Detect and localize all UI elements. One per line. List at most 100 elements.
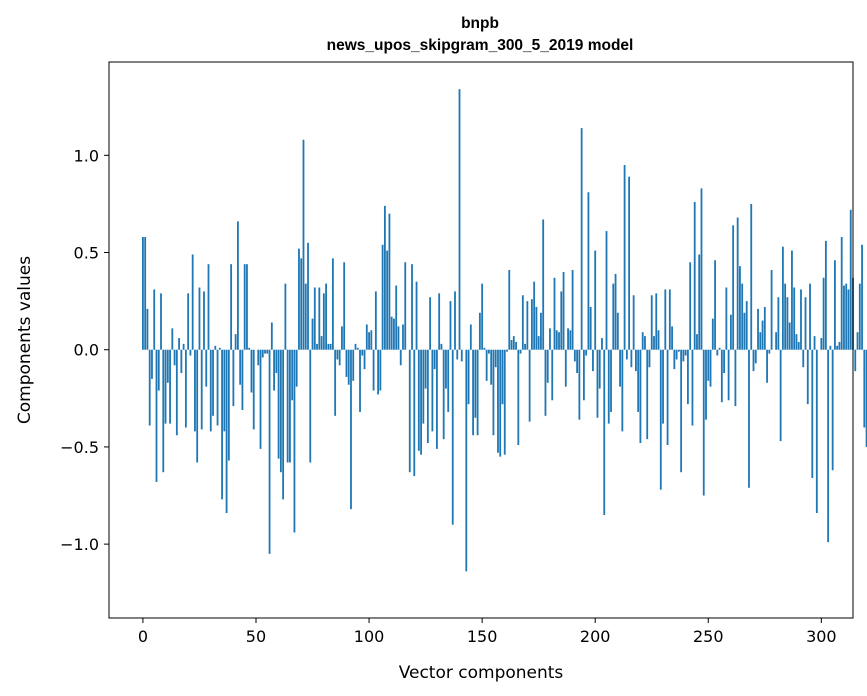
bar bbox=[578, 349, 581, 420]
bar bbox=[576, 349, 579, 374]
bar bbox=[223, 349, 226, 432]
bar bbox=[535, 306, 538, 350]
bar bbox=[497, 349, 499, 453]
bar bbox=[433, 349, 436, 370]
bar bbox=[601, 338, 603, 350]
bar bbox=[741, 283, 744, 350]
bar bbox=[218, 347, 221, 350]
bar bbox=[270, 322, 273, 350]
bar bbox=[490, 349, 493, 385]
bar bbox=[616, 312, 619, 350]
bar bbox=[745, 301, 748, 350]
bar bbox=[501, 349, 504, 405]
bar bbox=[336, 349, 339, 360]
bar bbox=[524, 343, 526, 350]
bar bbox=[420, 349, 422, 455]
bar bbox=[795, 334, 798, 350]
bar bbox=[160, 293, 162, 350]
bar bbox=[734, 349, 737, 407]
bar bbox=[508, 270, 511, 350]
bar bbox=[451, 349, 454, 525]
bar bbox=[707, 349, 710, 381]
bar bbox=[291, 349, 294, 401]
bar bbox=[677, 349, 680, 352]
bar bbox=[232, 349, 235, 407]
chart-title: bnpb bbox=[461, 15, 499, 32]
bar bbox=[142, 236, 144, 350]
bar bbox=[580, 128, 583, 350]
bar bbox=[506, 349, 508, 352]
bar bbox=[691, 349, 694, 426]
bar bbox=[558, 332, 560, 350]
bar bbox=[343, 262, 346, 350]
bar bbox=[225, 349, 228, 514]
bar bbox=[748, 349, 750, 488]
bar bbox=[587, 192, 590, 350]
bar bbox=[834, 260, 836, 350]
bar bbox=[858, 283, 861, 350]
chart-subtitle: news_upos_skipgram_300_5_2019 model bbox=[327, 37, 634, 54]
bar bbox=[499, 349, 502, 457]
bar bbox=[246, 264, 248, 350]
bar bbox=[316, 343, 318, 350]
bar bbox=[169, 349, 171, 424]
bar bbox=[313, 287, 316, 350]
bar bbox=[191, 254, 194, 350]
bar bbox=[567, 328, 569, 350]
bar bbox=[806, 349, 809, 405]
bar bbox=[630, 349, 633, 368]
bar bbox=[693, 201, 696, 350]
bar bbox=[363, 349, 366, 370]
bar bbox=[666, 349, 669, 445]
bar bbox=[779, 349, 782, 442]
bar bbox=[838, 341, 841, 350]
bar bbox=[381, 244, 384, 350]
bar bbox=[488, 349, 490, 354]
bar bbox=[429, 297, 432, 350]
bar bbox=[702, 349, 705, 496]
bar bbox=[562, 271, 565, 350]
bar bbox=[309, 349, 312, 463]
bar bbox=[770, 270, 773, 350]
bar bbox=[709, 349, 712, 387]
bar bbox=[784, 283, 787, 350]
bar bbox=[510, 340, 513, 350]
bar bbox=[345, 349, 348, 377]
bar bbox=[555, 330, 558, 350]
bar bbox=[266, 349, 269, 354]
bar bbox=[589, 306, 592, 350]
bar bbox=[334, 349, 337, 416]
bar bbox=[650, 295, 653, 350]
bar bbox=[752, 349, 755, 372]
bar bbox=[293, 349, 296, 533]
bar bbox=[173, 349, 176, 366]
bar bbox=[359, 349, 361, 412]
bar bbox=[268, 349, 271, 554]
bar bbox=[347, 349, 350, 385]
bar bbox=[619, 349, 621, 387]
bar bbox=[431, 349, 434, 432]
bar bbox=[153, 289, 156, 350]
bar bbox=[657, 330, 660, 350]
y-axis-ticks: −1.0 −0.5 0.0 0.5 1.0 bbox=[60, 146, 109, 554]
bar bbox=[449, 301, 452, 350]
bar bbox=[207, 264, 210, 350]
bar bbox=[422, 349, 425, 424]
bar bbox=[668, 289, 671, 350]
bar bbox=[815, 349, 818, 514]
bar bbox=[311, 318, 314, 350]
bar bbox=[625, 349, 628, 360]
bar bbox=[415, 281, 418, 350]
bar bbox=[564, 349, 567, 387]
bar bbox=[300, 258, 303, 350]
bar bbox=[843, 285, 845, 350]
bar bbox=[727, 349, 730, 401]
bar bbox=[372, 349, 375, 391]
bar bbox=[184, 349, 187, 428]
bar bbox=[757, 308, 759, 350]
bar bbox=[454, 291, 456, 350]
bar bbox=[777, 297, 780, 350]
bar bbox=[338, 349, 341, 366]
bar bbox=[307, 242, 309, 350]
bar bbox=[822, 277, 825, 350]
